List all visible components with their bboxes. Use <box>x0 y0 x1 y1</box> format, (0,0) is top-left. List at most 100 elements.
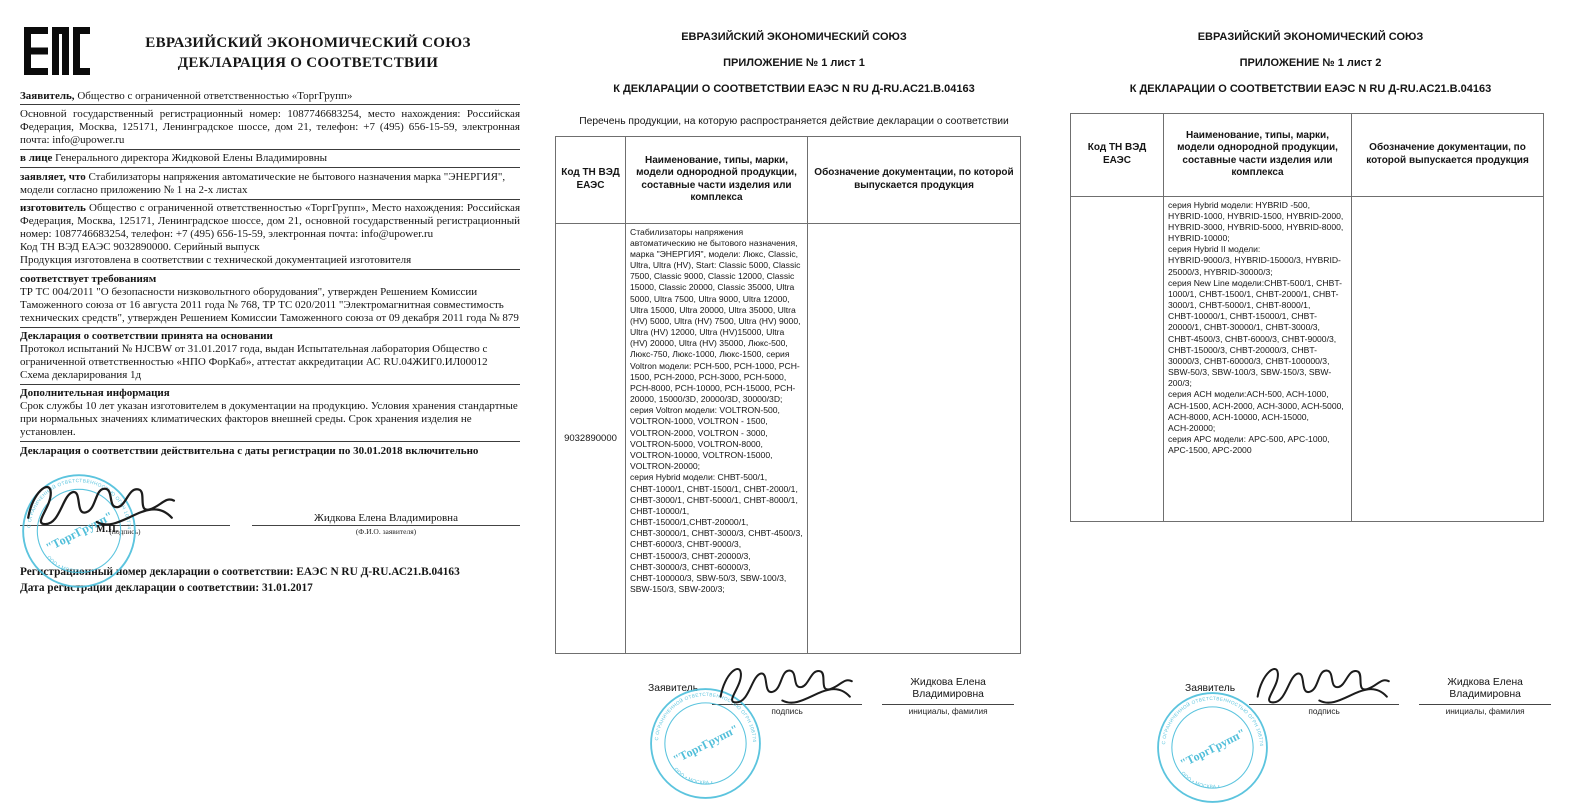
annex1-applicant-label: Заявитель <box>648 682 699 694</box>
signer-name: Жидкова Елена Владимировна <box>1447 676 1523 701</box>
stamp-company-name: "ТоргГрупп" <box>671 721 741 766</box>
svg-text:ООО • МОСКВА •: ООО • МОСКВА • <box>1180 770 1221 789</box>
annex1-title: ПРИЛОЖЕНИЕ № 1 лист 1 <box>723 57 865 70</box>
annex2-footer: Заявитель подпись Жидкова Елена Владимир… <box>1185 660 1558 716</box>
annex2-signature-block: подпись <box>1249 660 1400 716</box>
column-header-products: Наименование, типы, марки, модели одноро… <box>625 135 808 224</box>
annex-sheet-1: ЕВРАЗИЙСКИЙ ЭКОНОМИЧЕСКИЙ СОЮЗ ПРИЛОЖЕНИ… <box>548 25 1040 799</box>
table-row: 9032890000 Стабилизаторы напряжения авто… <box>555 222 1021 654</box>
field-additional: Дополнительная информация Срок службы 10… <box>20 385 520 443</box>
signature-area: (подпись) Жидкова Елена Владимировна (Ф.… <box>20 462 520 536</box>
stamp-ring-bottom-text: ООО • МОСКВА • <box>673 766 713 785</box>
field-ogrn-value: Основной государственный регистрационный… <box>20 107 520 146</box>
svg-text:ООО • МОСКВА •: ООО • МОСКВА • <box>673 766 714 785</box>
field-basis-text: Протокол испытаний № HJCBW от 31.01.2017… <box>20 342 488 368</box>
basis-label-text: Декларация о соответствии принята на осн… <box>20 330 273 342</box>
declaration-page: ЕВРАЗИЙСКИЙ ЭКОНОМИЧЕСКИЙ СОЮЗ ДЕКЛАРАЦИ… <box>20 25 520 598</box>
complies-label-text: соответствует требованиям <box>20 272 157 285</box>
field-applicant-label: Заявитель, <box>20 89 75 102</box>
field-in-person-label: в лице <box>20 152 53 165</box>
annex2-union-title: ЕВРАЗИЙСКИЙ ЭКОНОМИЧЕСКИЙ СОЮЗ <box>1197 31 1424 43</box>
annex2-product-table: Код ТН ВЭД ЕАЭС Наименование, типы, марк… <box>1070 112 1544 522</box>
signer-name-line <box>252 524 520 526</box>
table-header-row: Код ТН ВЭД ЕАЭС Наименование, типы, марк… <box>1070 112 1544 197</box>
field-scheme-line: Схема декларирования 1д <box>20 368 142 381</box>
field-production-line: Продукция изготовлена в соответствии с т… <box>20 254 412 267</box>
eac-logo <box>24 27 90 75</box>
cell-tnved-code <box>1070 195 1164 522</box>
field-applicant-value: Общество с ограниченной ответственностью… <box>77 89 353 102</box>
declaration-titles: ЕВРАЗИЙСКИЙ ЭКОНОМИЧЕСКИЙ СОЮЗ ДЕКЛАРАЦИ… <box>96 25 520 74</box>
union-title: ЕВРАЗИЙСКИЙ ЭКОНОМИЧЕСКИЙ СОЮЗ <box>145 35 471 51</box>
annex-sheet-2: ЕВРАЗИЙСКИЙ ЭКОНОМИЧЕСКИЙ СОЮЗ ПРИЛОЖЕНИ… <box>1063 25 1558 803</box>
field-tnved-line: Код ТН ВЭД ЕАЭС 9032890000. Серийный вып… <box>20 241 260 254</box>
signer-name-line <box>1419 703 1552 705</box>
field-basis-label: Декларация о соответствии принята на осн… <box>20 330 520 343</box>
field-declares-label: заявляет, что <box>20 170 86 183</box>
column-header-docs: Обозначение документации, по которой вып… <box>1351 112 1544 197</box>
signer-name-caption: (Ф.И.О. заявителя) <box>355 526 417 536</box>
field-additional-text: Срок службы 10 лет указан изготовителем … <box>20 400 518 439</box>
signature-caption: подпись <box>1308 705 1340 716</box>
field-validity: Декларация о соответствии действительна … <box>20 442 520 459</box>
field-basis: Декларация о соответствии принята на осн… <box>20 328 520 385</box>
column-header-docs: Обозначение документации, по которой вып… <box>807 135 1021 224</box>
signer-name: Жидкова Елена Владимировна <box>314 511 458 524</box>
annex2-bottom: Заявитель подпись Жидкова Елена Владимир… <box>1063 660 1558 803</box>
signer-name: Жидкова Елена Владимировна <box>910 676 986 701</box>
annex2-name-block: Жидкова Елена Владимировна инициалы, фам… <box>1419 676 1552 716</box>
additional-label-text: Дополнительная информация <box>20 387 170 400</box>
field-in-person-value: Генерального директора Жидковой Елены Вл… <box>55 152 328 165</box>
registration-number-line: Регистрационный номер декларации о соотв… <box>20 565 460 578</box>
annex2-applicant-label: Заявитель <box>1185 682 1236 694</box>
signer-name-caption: инициалы, фамилия <box>908 705 988 716</box>
registration-date-line: Дата регистрации декларации о соответств… <box>20 581 313 594</box>
cell-tnved-code: 9032890000 <box>555 222 626 654</box>
signature-line <box>712 703 863 705</box>
field-manufacturer-value: Общество с ограниченной ответственностью… <box>20 202 520 241</box>
cell-product-list: серия Hybrid модели: HYBRID -500, HYBRID… <box>1163 195 1352 522</box>
field-ogrn: Основной государственный регистрационный… <box>20 105 520 150</box>
signature-image <box>719 667 853 704</box>
field-declares: заявляет, что Стабилизаторы напряжения а… <box>20 168 520 200</box>
stamp-company-name: "ТоргГрупп" <box>1178 725 1248 770</box>
annex1-product-table: Код ТН ВЭД ЕАЭС Наименование, типы, марк… <box>555 135 1021 654</box>
cell-docs <box>1351 195 1544 522</box>
manufacturer-paragraph: изготовитель Общество с ограниченной отв… <box>20 202 520 241</box>
annex1-footer: Заявитель подпись Жидкова Елена Владимир… <box>648 660 1040 716</box>
field-tr-ts-text: ТР ТС 004/2011 "О безопасности низковоль… <box>20 285 519 324</box>
stamp-ring-bottom-text: ООО • МОСКВА • <box>1180 770 1220 789</box>
signature-line <box>1249 703 1400 705</box>
field-additional-label: Дополнительная информация <box>20 387 520 400</box>
annex2-title: ПРИЛОЖЕНИЕ № 1 лист 2 <box>1239 57 1382 70</box>
annex1-note: Перечень продукции, на которую распростр… <box>579 115 1009 127</box>
annex1-name-block: Жидкова Елена Владимировна инициалы, фам… <box>882 676 1015 716</box>
field-complies-label: соответствует требованиям <box>20 273 520 286</box>
cell-docs <box>807 222 1021 654</box>
declaration-title: ДЕКЛАРАЦИЯ О СООТВЕТСТВИИ <box>177 55 439 72</box>
annex1-union-title: ЕВРАЗИЙСКИЙ ЭКОНОМИЧЕСКИЙ СОЮЗ <box>681 31 907 43</box>
signer-name-line <box>882 703 1015 705</box>
mp-label: М.П. <box>96 523 119 535</box>
table-row: серия Hybrid модели: HYBRID -500, HYBRID… <box>1070 195 1544 522</box>
annex1-bottom: Заявитель подпись Жидкова Елена Владимир… <box>548 660 1040 799</box>
declaration-bottom: (подпись) Жидкова Елена Владимировна (Ф.… <box>20 462 520 594</box>
field-in-person: в лице Генерального директора Жидковой Е… <box>20 150 520 169</box>
signature-image <box>1256 667 1390 704</box>
signer-name-caption: инициалы, фамилия <box>1445 705 1525 716</box>
signature-caption: подпись <box>771 705 803 716</box>
column-header-code: Код ТН ВЭД ЕАЭС <box>1070 112 1164 197</box>
column-header-products: Наименование, типы, марки, модели одноро… <box>1163 112 1352 197</box>
field-manufacturer: изготовитель Общество с ограниченной отв… <box>20 200 520 271</box>
cell-product-list: Стабилизаторы напряжения автоматическию … <box>625 222 808 654</box>
field-applicant: Заявитель, Общество с ограниченной ответ… <box>20 87 520 106</box>
field-declares-value: Стабилизаторы напряжения автоматические … <box>20 170 506 196</box>
annex1-declaration-ref: К ДЕКЛАРАЦИИ О СООТВЕТСТВИИ ЕАЭС N RU Д-… <box>613 83 975 96</box>
signer-name-block: Жидкова Елена Владимировна (Ф.И.О. заяви… <box>252 462 520 536</box>
annex2-declaration-ref: К ДЕКЛАРАЦИИ О СООТВЕТСТВИИ ЕАЭС N RU Д-… <box>1129 83 1492 96</box>
signature-block: (подпись) <box>20 462 230 536</box>
annex1-signature-block: подпись <box>712 660 863 716</box>
field-complies: соответствует требованиям ТР ТС 004/2011… <box>20 270 520 328</box>
table-header-row: Код ТН ВЭД ЕАЭС Наименование, типы, марк… <box>555 135 1021 224</box>
column-header-code: Код ТН ВЭД ЕАЭС <box>555 135 626 224</box>
